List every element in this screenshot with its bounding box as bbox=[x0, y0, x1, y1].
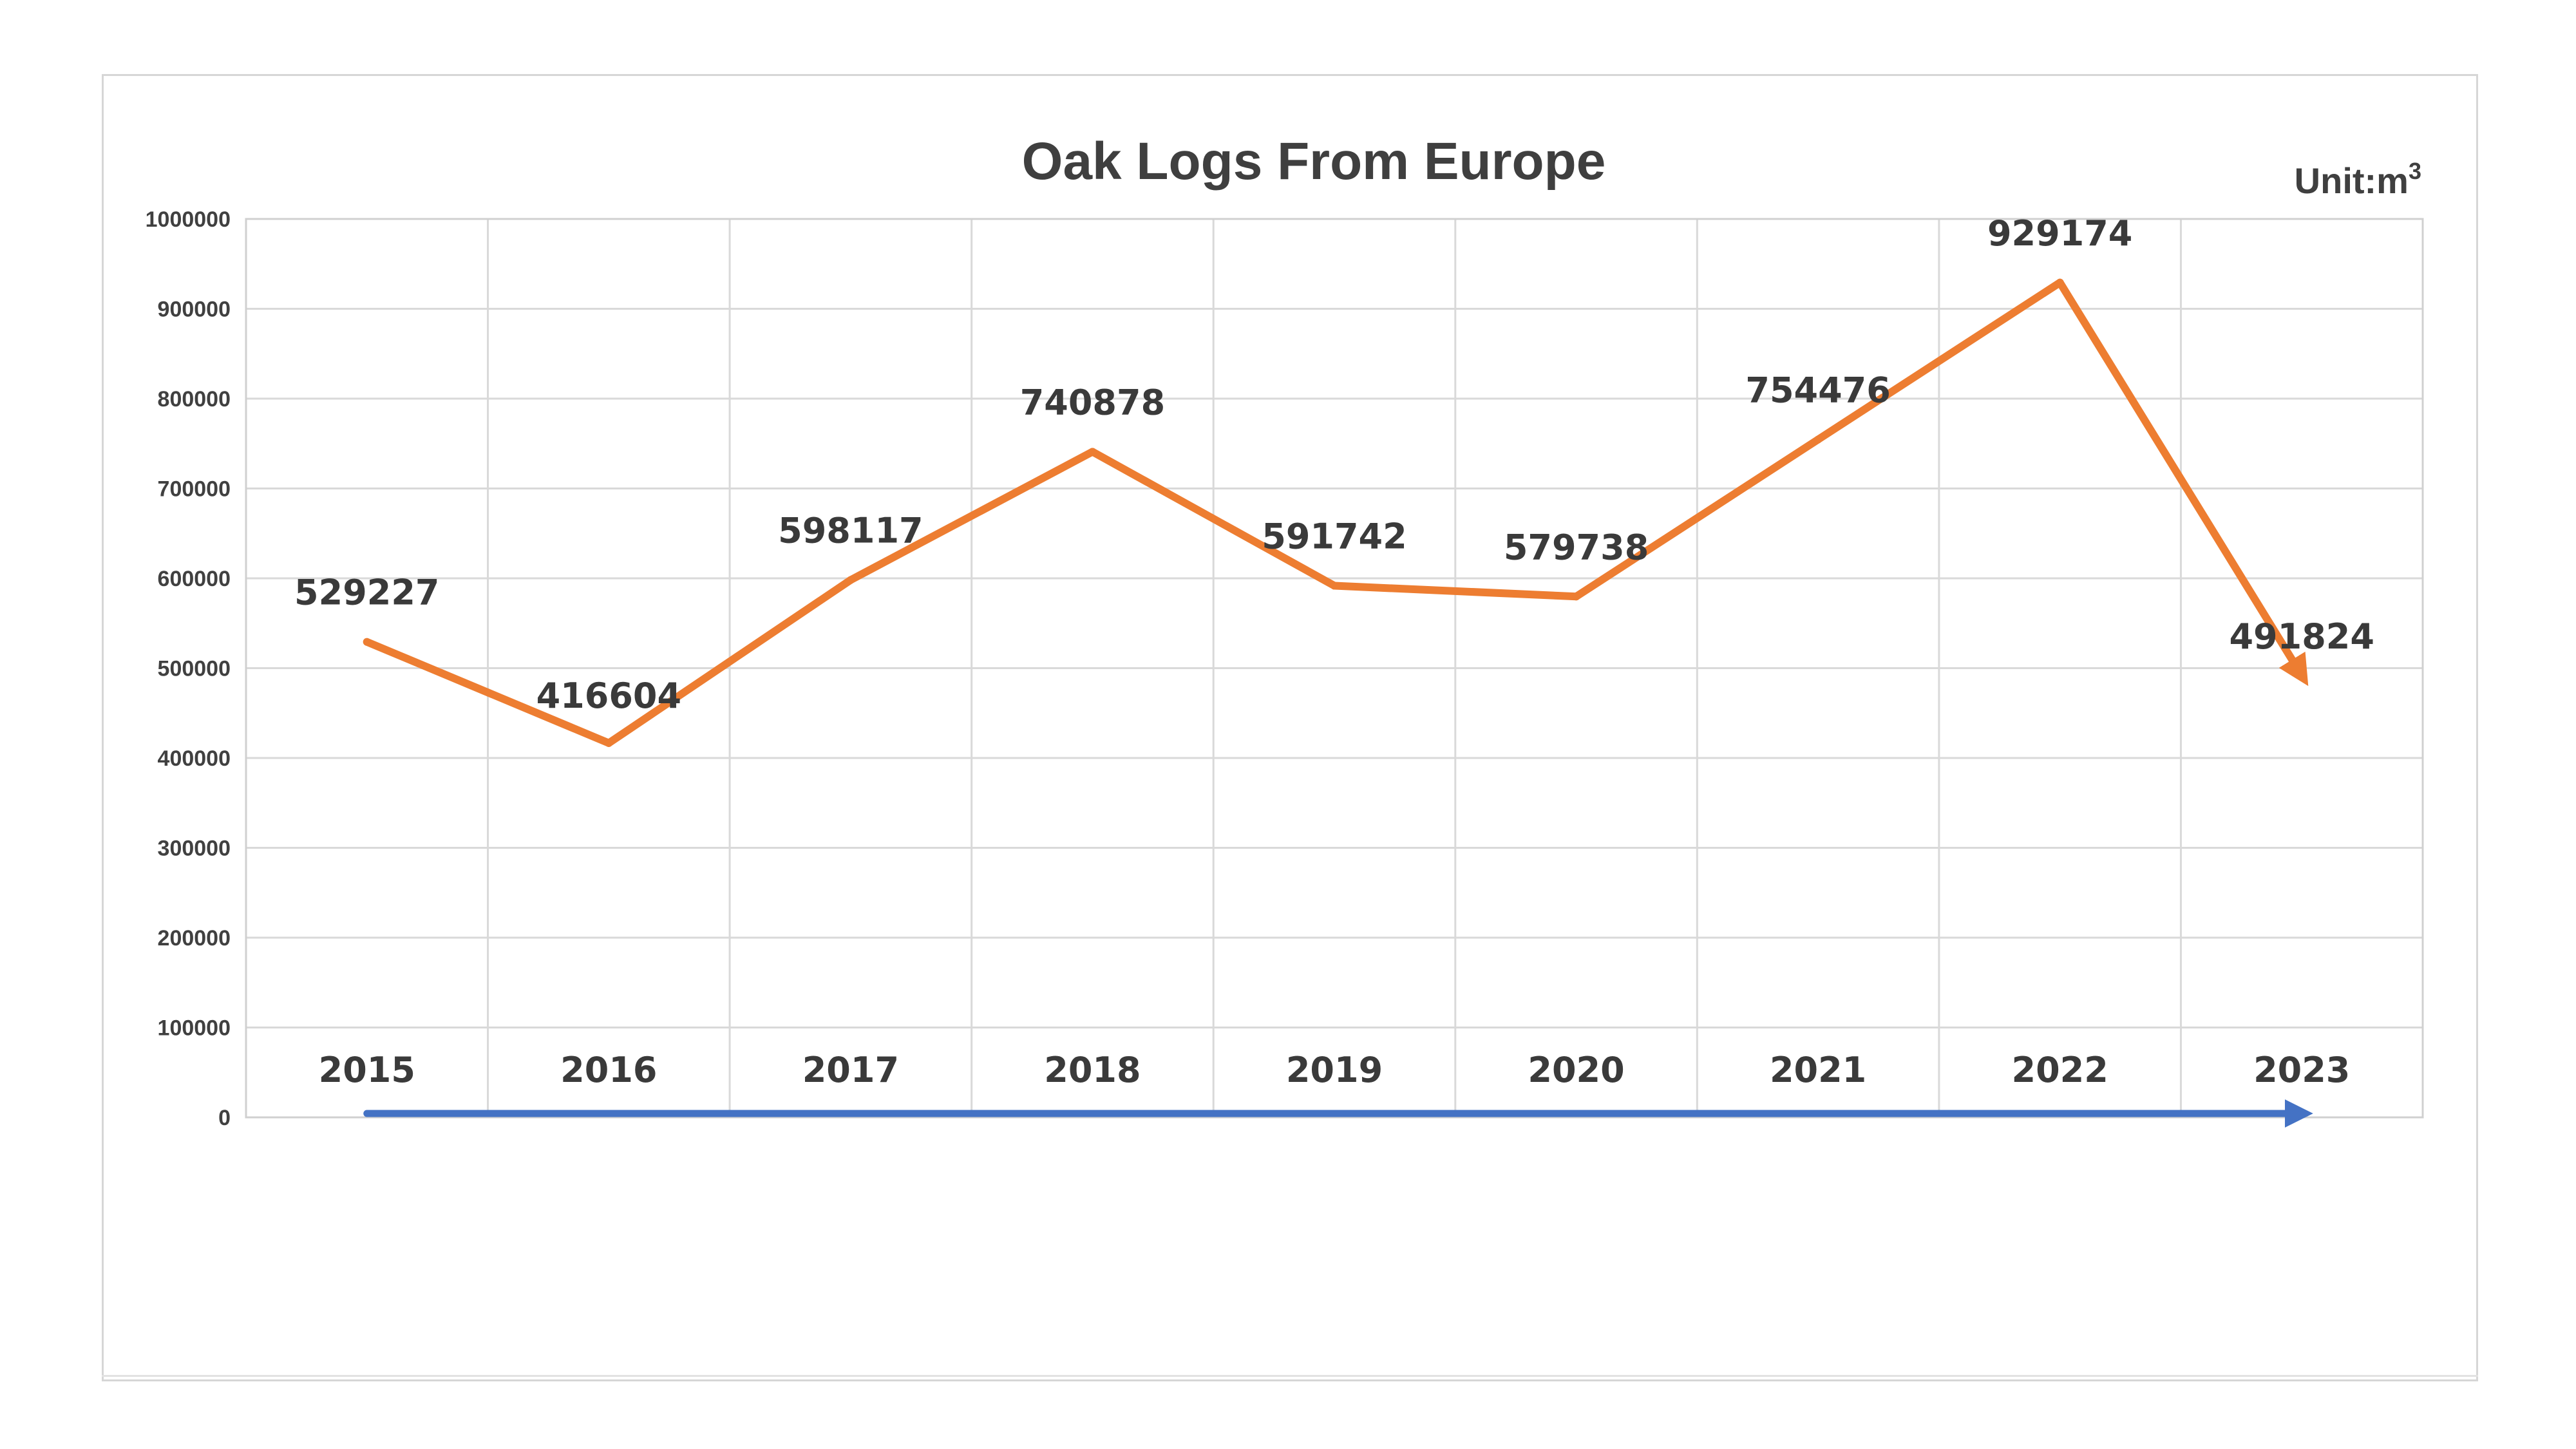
data-point bbox=[1088, 448, 1097, 456]
x-axis-ticks: 2015 2016 2017 2018 2019 2020 2021 2022 2023 bbox=[319, 1050, 2351, 1090]
unit-label-superscript: 3 bbox=[2409, 158, 2421, 184]
chart-frame bbox=[102, 74, 2478, 1381]
chart-title: Oak Logs From Europe bbox=[1022, 132, 1606, 191]
x-tick-label: 2021 bbox=[1770, 1050, 1866, 1090]
y-tick-label: 0 bbox=[218, 1106, 231, 1130]
y-tick-label: 200000 bbox=[158, 926, 231, 951]
y-tick-label: 700000 bbox=[158, 477, 231, 502]
y-tick-label: 300000 bbox=[158, 837, 231, 861]
data-point bbox=[605, 739, 613, 747]
data-label: 929174 bbox=[1987, 213, 2132, 254]
data-label: 591742 bbox=[1262, 516, 1406, 557]
y-tick-label: 400000 bbox=[158, 746, 231, 771]
plot-border bbox=[245, 218, 2424, 1119]
y-tick-label: 500000 bbox=[158, 657, 231, 681]
unit-label: Unit:m3 bbox=[2295, 158, 2421, 201]
series-segment bbox=[1814, 278, 2064, 444]
x-tick-label: 2016 bbox=[560, 1050, 657, 1090]
data-point bbox=[363, 638, 371, 646]
y-tick-label: 900000 bbox=[158, 298, 231, 322]
x-tick-label: 2023 bbox=[2253, 1050, 2350, 1090]
data-point bbox=[846, 576, 855, 584]
series-segment bbox=[846, 448, 1097, 584]
x-tick-label: 2019 bbox=[1286, 1050, 1383, 1090]
data-label: 491824 bbox=[2229, 616, 2374, 657]
data-label: 740878 bbox=[1020, 382, 1165, 422]
plot-area-border bbox=[245, 218, 2424, 1119]
data-point bbox=[2056, 278, 2064, 287]
data-point bbox=[2298, 671, 2306, 679]
data-label: 598117 bbox=[778, 511, 923, 551]
series-lines bbox=[363, 278, 2309, 747]
data-point bbox=[1572, 592, 1580, 601]
series-segment bbox=[605, 576, 855, 747]
unit-label-text: Unit:m bbox=[2295, 160, 2409, 201]
y-axis-ticks: 0 100000 200000 300000 400000 500000 600000 700… bbox=[146, 207, 231, 1130]
data-labels: 529227 416604 598117 740878 591742 579738 7544… bbox=[294, 213, 2374, 716]
x-tick-label: 2020 bbox=[1528, 1050, 1624, 1090]
data-label: 529227 bbox=[294, 573, 439, 613]
data-point bbox=[1331, 582, 1338, 590]
series-segment bbox=[1088, 448, 1338, 590]
data-point bbox=[1814, 435, 1823, 444]
y-tick-label: 1000000 bbox=[146, 207, 231, 232]
gridlines bbox=[246, 218, 2423, 1119]
x-tick-label: 2015 bbox=[319, 1050, 415, 1090]
y-tick-label: 100000 bbox=[158, 1016, 231, 1041]
x-tick-label: 2017 bbox=[802, 1050, 899, 1090]
x-tick-label: 2018 bbox=[1044, 1050, 1141, 1090]
y-tick-label: 600000 bbox=[158, 567, 231, 591]
y-tick-label: 800000 bbox=[158, 387, 231, 412]
x-tick-label: 2022 bbox=[2012, 1050, 2108, 1090]
series-segment bbox=[2056, 278, 2309, 687]
data-label: 754476 bbox=[1745, 370, 1890, 411]
series-segment bbox=[363, 638, 613, 747]
series-segment bbox=[1331, 582, 1580, 601]
data-label: 579738 bbox=[1504, 527, 1649, 567]
frame-bottom-divider bbox=[102, 1375, 2478, 1377]
series-segment bbox=[1572, 435, 1823, 601]
data-label: 416604 bbox=[536, 676, 681, 716]
